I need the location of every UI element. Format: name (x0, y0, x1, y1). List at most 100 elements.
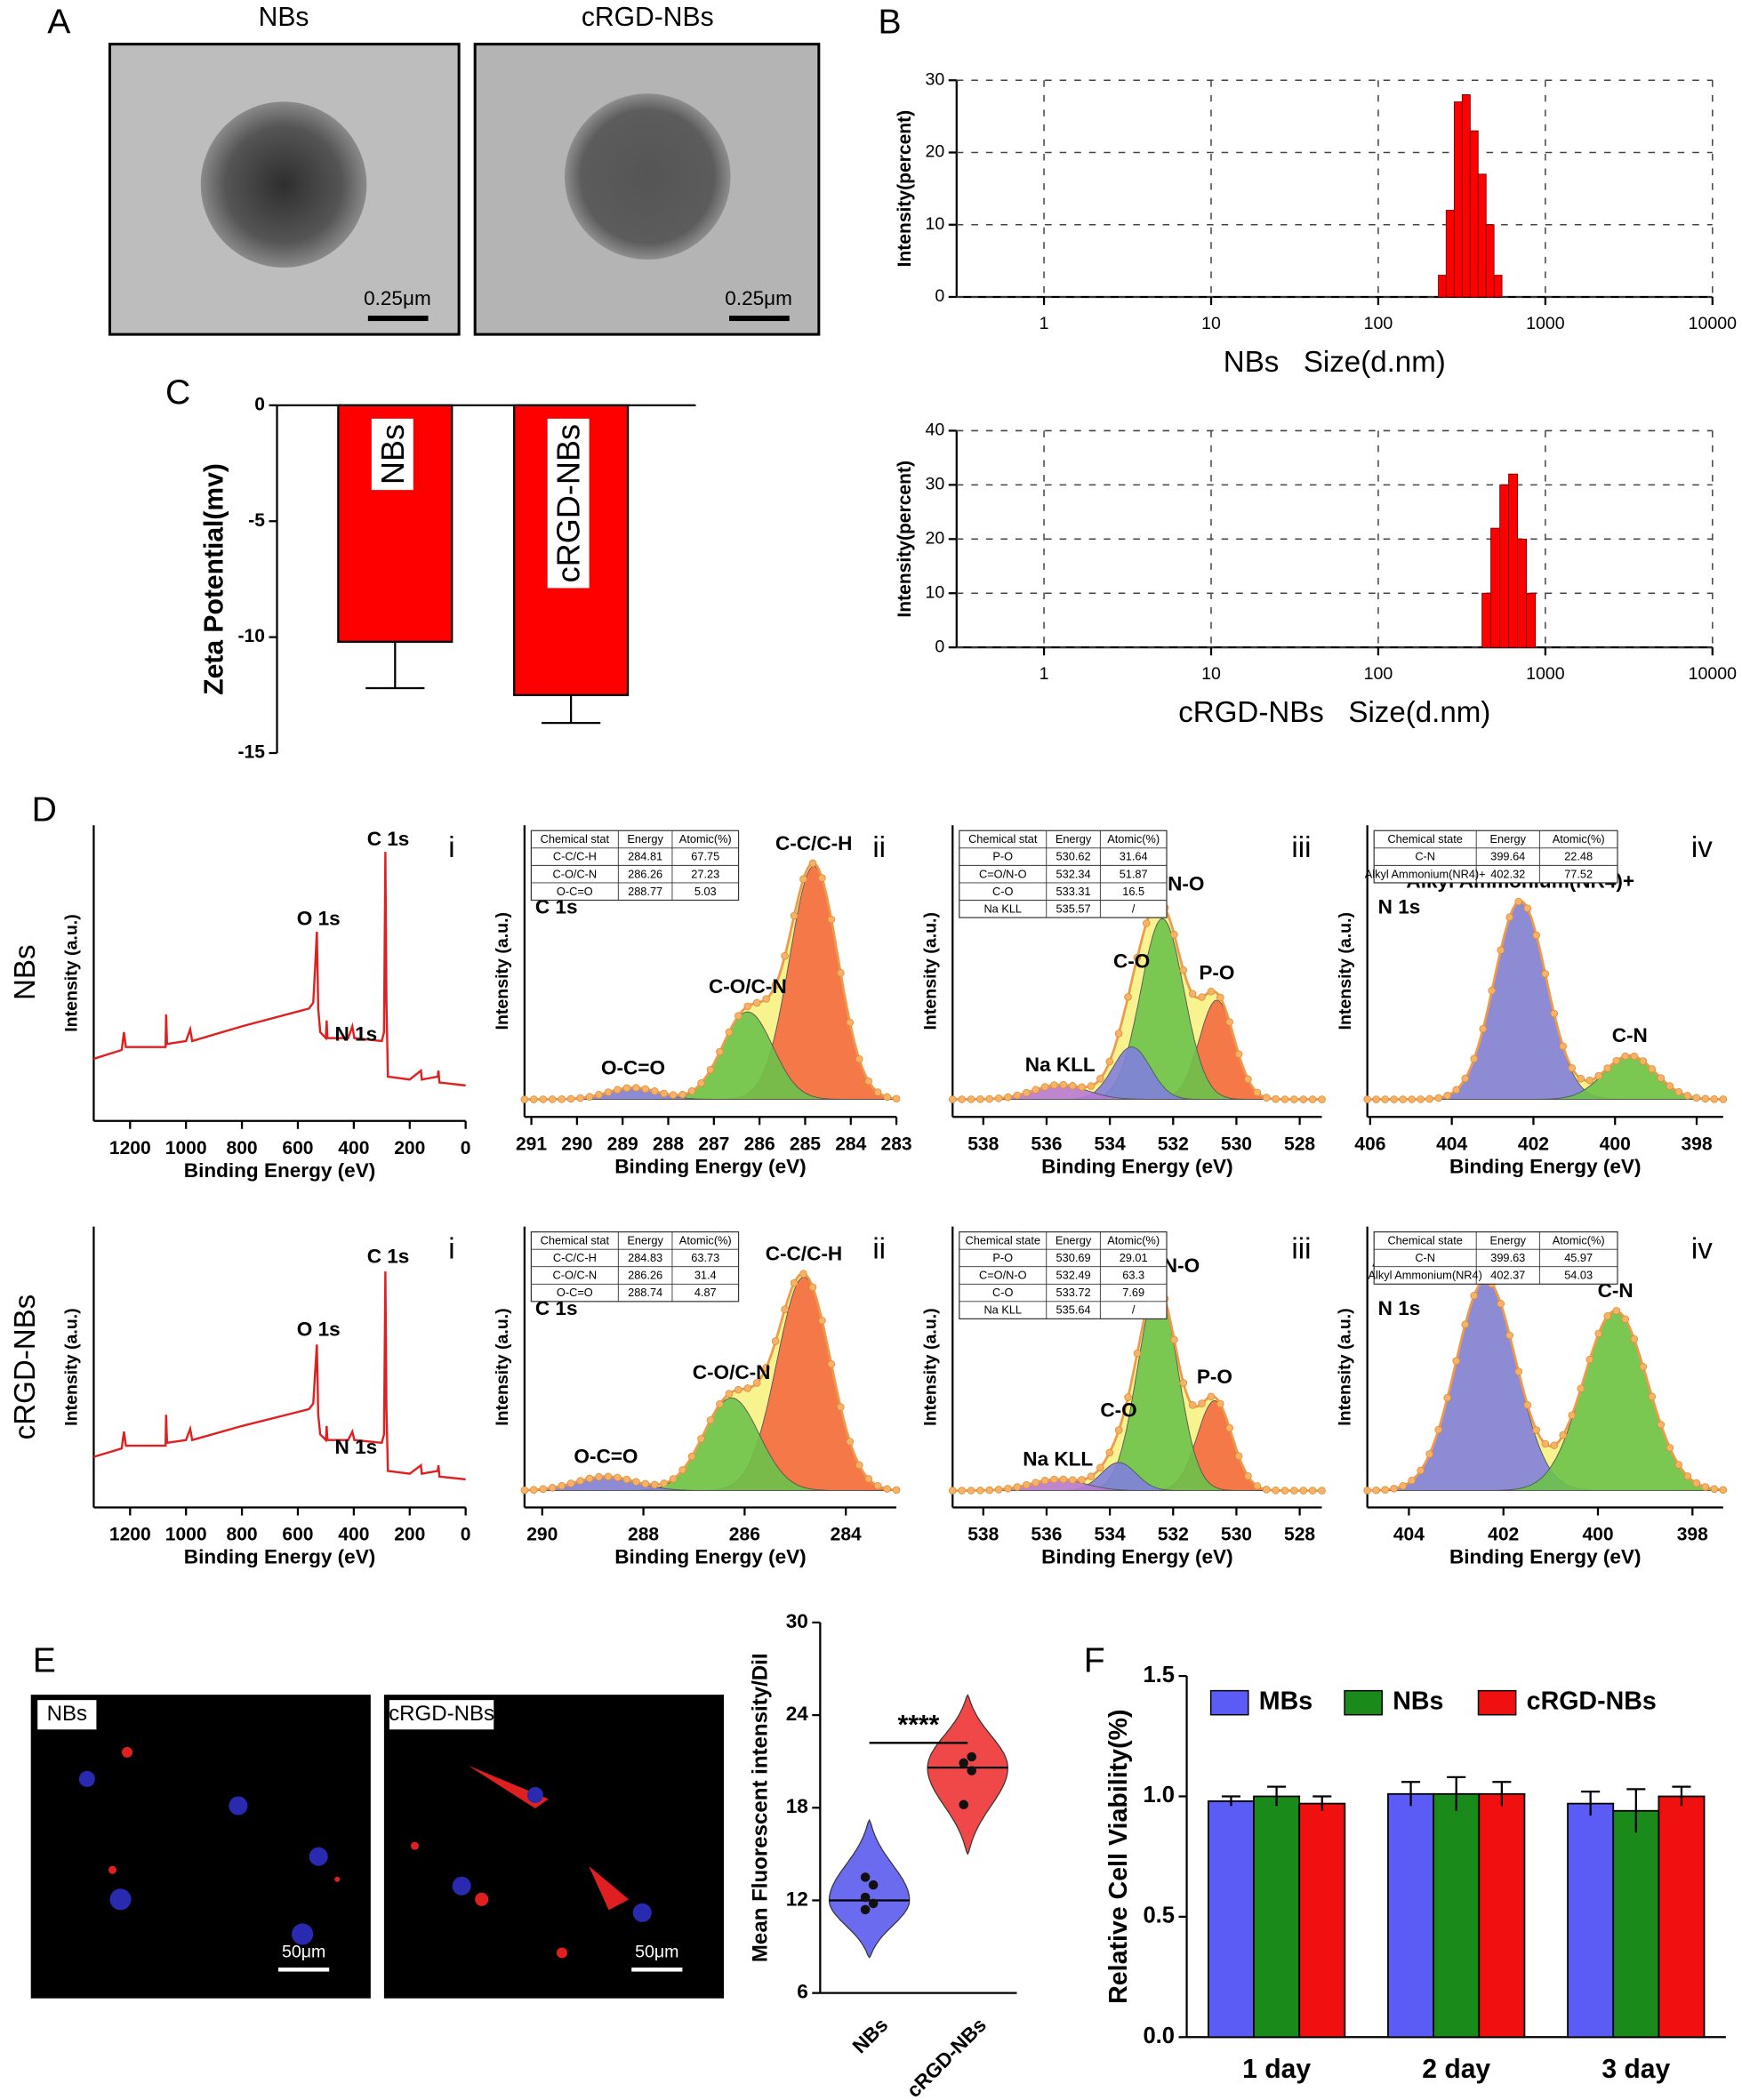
fit-point (967, 1487, 975, 1495)
table-cell: 532.49 (1056, 1269, 1091, 1282)
table-cell: 22.48 (1564, 850, 1593, 863)
table-cell: 288.77 (628, 885, 662, 898)
table-cell: C-C/C-H (553, 850, 597, 863)
peak-label: C-O (1113, 950, 1150, 973)
x-axis-label: Binding Energy (eV) (1041, 1155, 1232, 1177)
y-tick-label: 0 (254, 394, 265, 414)
y-tick-label: 20 (925, 528, 944, 548)
table-cell: C-O/C-N (553, 867, 598, 880)
y-axis-label: Relative Cell Viability(%) (1104, 1709, 1133, 2003)
fit-point (1096, 1463, 1104, 1472)
x-tick-label: 200 (394, 1525, 425, 1545)
panel-letter: D (32, 791, 57, 830)
histogram-bar (1445, 210, 1455, 298)
fit-point (1087, 1472, 1096, 1480)
fit-point (1087, 1082, 1096, 1090)
fit-point (1188, 990, 1197, 998)
table-cell: 533.31 (1056, 885, 1091, 898)
fit-point (1621, 1052, 1630, 1061)
fit-point (687, 1086, 696, 1095)
bar (1207, 1800, 1255, 2039)
fit-point (1381, 1095, 1389, 1103)
fit-point (743, 1002, 752, 1011)
peak-annotation: N 1s (335, 1436, 378, 1458)
fit-point (678, 1466, 686, 1474)
fit-point (1585, 1355, 1594, 1364)
fit-point (1225, 1423, 1233, 1432)
table-cell: Energy (1056, 832, 1092, 846)
histogram-bar (1526, 592, 1537, 648)
panel-numeral: i (448, 831, 454, 864)
row-label: NBs (9, 944, 42, 1000)
table-cell: Energy (1056, 1234, 1092, 1247)
y-tick-label: 0.5 (1143, 1904, 1175, 1928)
table-cell: 286.26 (628, 867, 662, 880)
peak-label: C-C/C-H (775, 832, 852, 854)
fit-point (1078, 1476, 1086, 1484)
fit-point (1585, 1076, 1594, 1085)
fit-point (1408, 1095, 1416, 1103)
x-tick-label: 538 (967, 1525, 999, 1545)
x-tick-label: 1200 (109, 1138, 151, 1158)
panel-letter: F (1084, 1641, 1105, 1679)
data-point (959, 1799, 968, 1810)
legend-swatch (1477, 1689, 1517, 1716)
fit-point (892, 1486, 901, 1495)
fit-point (548, 1484, 557, 1492)
fit-point (1262, 1094, 1271, 1102)
fit-point (725, 1028, 734, 1037)
peak-annotation: C 1s (367, 828, 410, 850)
table-cell: C-O/C-N (553, 1269, 598, 1282)
fit-point (1639, 1057, 1648, 1065)
fit-point (818, 1316, 826, 1325)
fit-point (678, 1090, 686, 1099)
panel-numeral: iv (1691, 1232, 1713, 1265)
table-cell: 286.26 (628, 1269, 662, 1282)
x-tick-label: 534 (1095, 1525, 1126, 1545)
scale-bar (278, 1968, 330, 1972)
fit-point (1399, 1095, 1407, 1103)
x-tick-label: 400 (1582, 1525, 1613, 1545)
x-tick-label: 0 (461, 1525, 471, 1545)
x-tick-label: 404 (1436, 1134, 1467, 1154)
fit-point (1105, 1448, 1114, 1457)
legend-label: cRGD-NBs (1527, 1687, 1657, 1716)
fit-point (1657, 1074, 1666, 1082)
y-tick-label: 12 (786, 1888, 808, 1910)
fit-point (1648, 1392, 1657, 1401)
fit-point (1170, 1335, 1178, 1344)
fit-point (632, 1084, 640, 1092)
x-tick-label: 1000 (165, 1138, 207, 1158)
table-cell: 63.3 (1122, 1269, 1144, 1282)
table-cell: C-O (992, 885, 1013, 898)
image-label-box (37, 1700, 97, 1730)
x-axis-label: cRGD-NBs Size(d.nm) (1178, 696, 1490, 729)
y-tick-label: 18 (786, 1795, 808, 1817)
table-cell: 402.37 (1490, 1269, 1525, 1282)
x-tick-label: 1000 (1526, 314, 1565, 333)
table-cell: 535.64 (1056, 1303, 1091, 1317)
fit-point (827, 1360, 836, 1368)
fit-point (1253, 1088, 1262, 1097)
peak-label: O-C=O (601, 1056, 665, 1078)
table-cell: / (1132, 902, 1136, 915)
table-cell: Chemical state (966, 1234, 1040, 1247)
x-tick-label: 2 day (1422, 2055, 1490, 2084)
fit-point (632, 1478, 640, 1486)
fit-point (1216, 993, 1224, 1002)
bar (1478, 1792, 1526, 2039)
fit-point (855, 1461, 863, 1470)
fit-point (558, 1095, 566, 1103)
table-cell: 533.72 (1056, 1286, 1091, 1299)
y-tick-label: 0 (935, 286, 944, 306)
fit-point (1434, 1094, 1442, 1102)
fit-point (1059, 1475, 1068, 1484)
fit-point (771, 1337, 780, 1345)
x-tick-label: 530 (1221, 1134, 1252, 1154)
histogram-bar (1481, 592, 1492, 648)
fluorescence-image (30, 1695, 371, 1999)
category-label-group: cRGD-NBs (547, 418, 590, 589)
table-frame (1373, 1231, 1618, 1285)
